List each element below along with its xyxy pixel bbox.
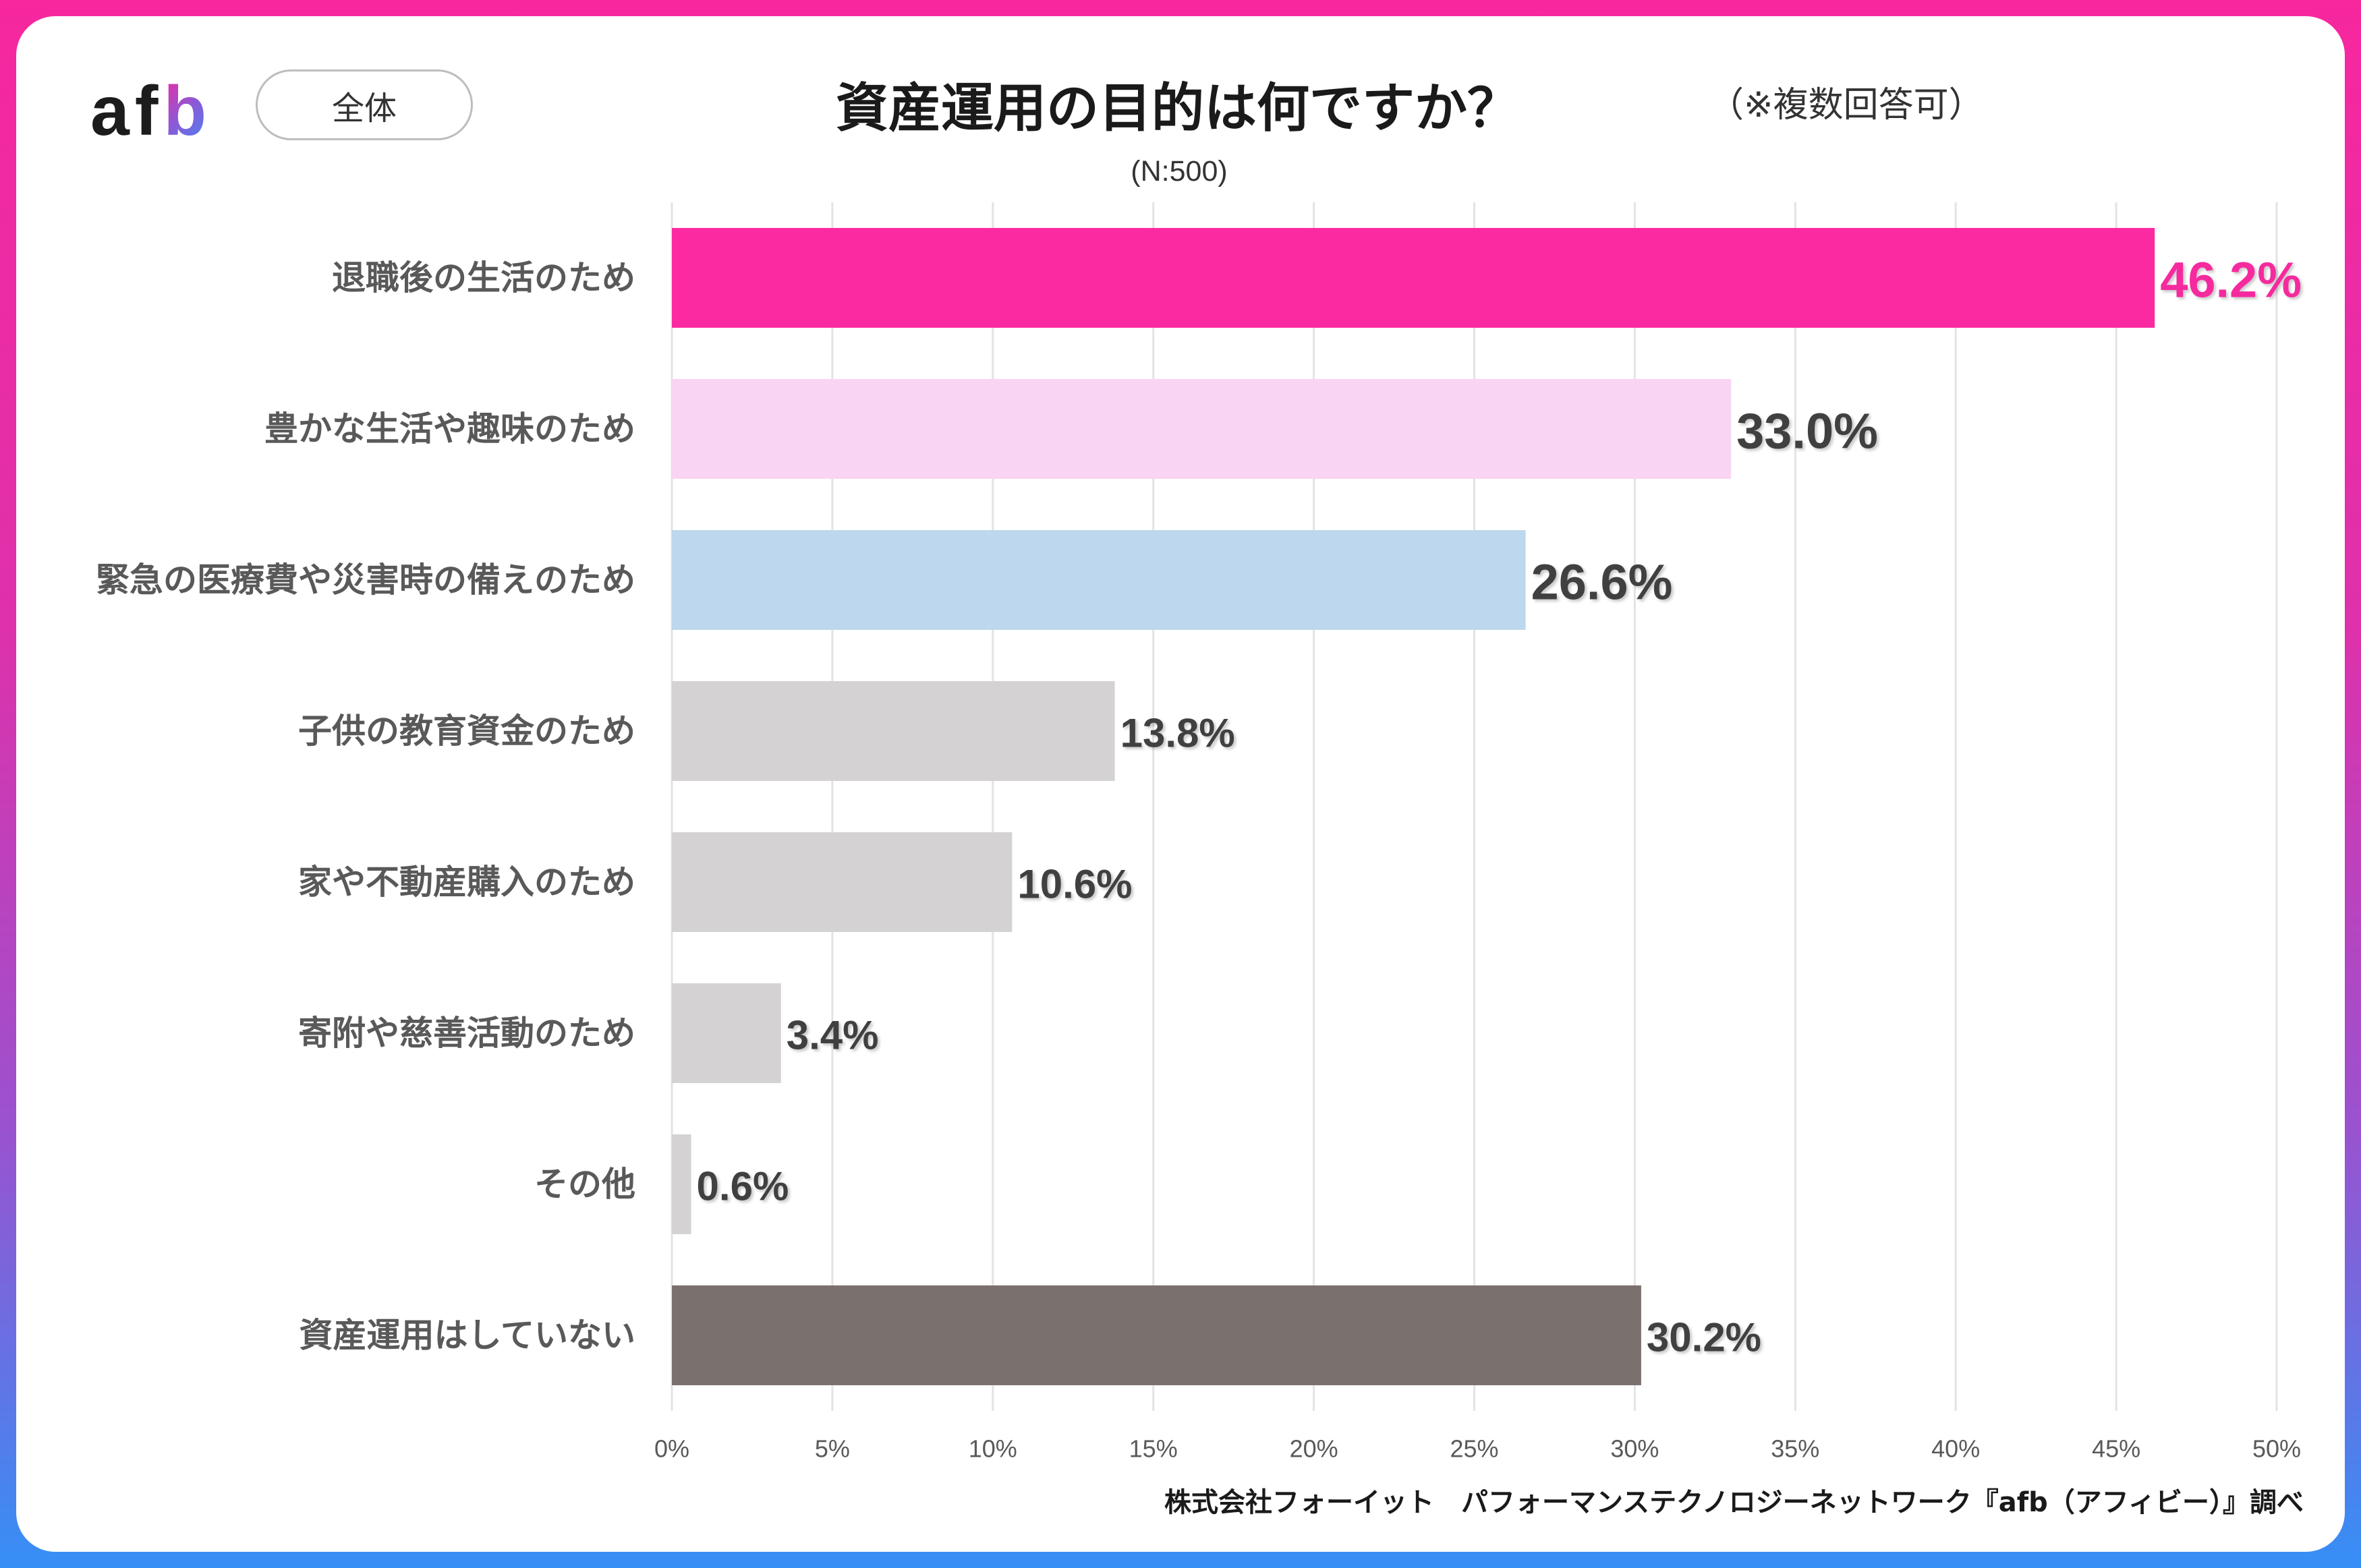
value-label: 13.8% xyxy=(1120,711,1235,756)
category-label: 豊かな生活や趣味のため xyxy=(264,409,635,448)
value-labels: 46.2% 33.0% 26.6% 13.8% 10.6% 3.4% 0.6% 30.2% xyxy=(697,252,2302,1360)
value-label: 3.4% xyxy=(787,1013,879,1058)
value-label: 0.6% xyxy=(697,1164,789,1209)
sample-size: (N:500) xyxy=(1131,155,1228,187)
segment-label: 全体 xyxy=(331,89,397,127)
bars xyxy=(672,228,2155,1385)
chart-title: 資産運用の目的は何ですか？ xyxy=(835,78,1520,139)
value-label: 10.6% xyxy=(1017,862,1132,907)
bar xyxy=(672,983,781,1083)
category-label: 緊急の医療費や災害時の備えのため xyxy=(96,560,635,600)
category-label: 家や不動産購入のため xyxy=(298,863,635,902)
x-tick-label: 35% xyxy=(1771,1435,1819,1463)
logo-text-main: af xyxy=(90,72,164,150)
value-label: 30.2% xyxy=(1647,1315,1761,1360)
category-label: その他 xyxy=(534,1165,635,1204)
x-tick-label: 5% xyxy=(815,1435,850,1463)
bar xyxy=(672,832,1013,932)
x-tick-label: 45% xyxy=(2092,1435,2140,1463)
category-label: 子供の教育資金のため xyxy=(298,712,635,751)
bar xyxy=(672,228,2155,328)
x-axis-ticks: 0% 5% 10% 15% 20% 25% 30% 35% 40% 45% 50% xyxy=(654,1435,2301,1463)
segment-badge: 全体 xyxy=(256,69,473,140)
value-label: 46.2% xyxy=(2160,252,2302,308)
category-label: 寄附や慈善活動のため xyxy=(298,1014,635,1053)
multiple-answer-note: （※複数回答可） xyxy=(1709,85,1984,125)
category-labels: 退職後の生活のため豊かな生活や趣味のため緊急の医療費や災害時の備えのため子供の教… xyxy=(96,258,635,1355)
bar xyxy=(672,681,1115,781)
value-label: 33.0% xyxy=(1736,403,1878,459)
x-tick-label: 30% xyxy=(1610,1435,1659,1463)
x-tick-label: 0% xyxy=(654,1435,689,1463)
x-tick-label: 50% xyxy=(2252,1435,2301,1463)
bar xyxy=(672,1285,1641,1385)
logo-text-accent: b xyxy=(163,72,212,150)
x-tick-label: 20% xyxy=(1290,1435,1338,1463)
x-tick-label: 25% xyxy=(1450,1435,1498,1463)
category-label: 退職後の生活のため xyxy=(332,258,635,297)
source-credit: 株式会社フォーイット パフォーマンステクノロジーネットワーク『afb（アフィビー… xyxy=(1164,1487,2304,1518)
x-tick-label: 15% xyxy=(1129,1435,1178,1463)
category-label: 資産運用はしていない xyxy=(300,1316,636,1355)
bar xyxy=(672,379,1732,479)
x-tick-label: 40% xyxy=(1931,1435,1980,1463)
bar xyxy=(672,530,1526,630)
x-tick-label: 10% xyxy=(969,1435,1017,1463)
value-label: 26.6% xyxy=(1531,554,1673,610)
afb-logo: afb xyxy=(90,71,212,152)
bar xyxy=(672,1134,691,1234)
